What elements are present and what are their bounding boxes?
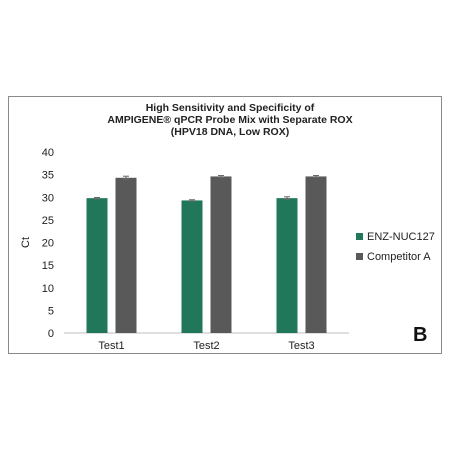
y-tick-label: 15 — [42, 260, 54, 272]
chart-frame: High Sensitivity and Specificity of AMPIG… — [8, 96, 442, 354]
y-axis: 0 5 10 15 20 25 30 35 40 — [42, 147, 54, 340]
y-tick-label: 35 — [42, 170, 54, 182]
bar-enz-nuc127-test3 — [276, 198, 298, 333]
legend-label: ENZ-NUC127 — [367, 231, 435, 243]
y-tick-label: 5 — [48, 305, 54, 317]
x-axis: Test1 Test2 Test3 — [98, 340, 314, 352]
y-tick-label: 10 — [42, 283, 54, 295]
y-tick-label: 25 — [42, 215, 54, 227]
y-axis-title: Ct — [20, 237, 32, 248]
bar-competitor-a-test3 — [305, 176, 327, 333]
y-tick-label: 30 — [42, 192, 54, 204]
bar-competitor-a-test1 — [115, 177, 137, 333]
chart-title-line: AMPIGENE® qPCR Probe Mix with Separate R… — [107, 114, 352, 126]
bar-enz-nuc127-test2 — [181, 200, 203, 333]
chart-title-line: High Sensitivity and Specificity of — [146, 102, 315, 114]
x-tick-label: Test3 — [288, 340, 314, 352]
y-tick-label: 40 — [42, 147, 54, 159]
y-tick-label: 20 — [42, 238, 54, 250]
chart-title: High Sensitivity and Specificity ofAMPIG… — [107, 102, 352, 138]
legend-swatch — [356, 233, 363, 240]
chart-title-line: (HPV18 DNA, Low ROX) — [171, 126, 289, 138]
legend: ENZ-NUC127 Competitor A — [356, 231, 435, 263]
x-tick-label: Test2 — [193, 340, 219, 352]
bar-enz-nuc127-test1 — [86, 198, 108, 333]
bar-competitor-a-test2 — [210, 176, 232, 333]
legend-label: Competitor A — [367, 251, 431, 263]
y-tick-label: 0 — [48, 328, 54, 340]
x-tick-label: Test1 — [98, 340, 124, 352]
bar-series — [86, 175, 327, 333]
chart-canvas: High Sensitivity and Specificity ofAMPIG… — [20, 102, 435, 352]
legend-swatch — [356, 253, 363, 260]
panel-label: B — [413, 324, 427, 346]
